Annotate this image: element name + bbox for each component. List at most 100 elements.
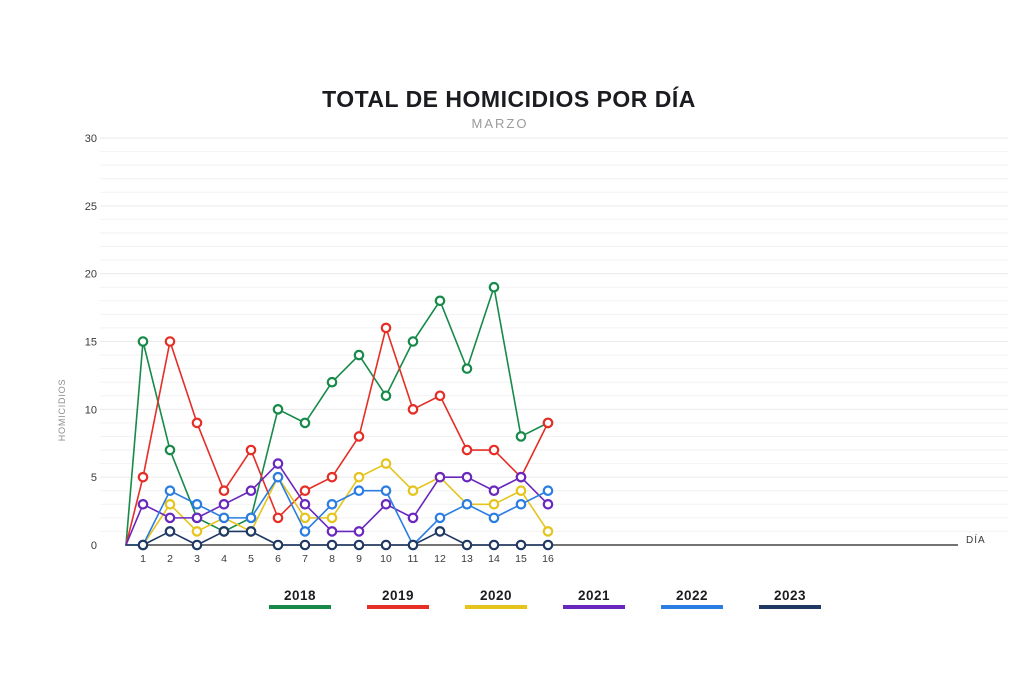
data-point-2022-day12 — [434, 512, 446, 524]
legend-item-2021: 2021 — [563, 588, 625, 609]
data-point-2019-day6 — [272, 512, 284, 524]
data-point-2018-day6 — [272, 404, 284, 415]
data-point-2019-day7 — [299, 485, 311, 497]
data-point-2023-day5 — [245, 526, 257, 537]
y-tick-label: 10 — [85, 404, 97, 416]
data-point-2020-day8 — [326, 512, 338, 524]
x-tick-label: 2 — [167, 553, 173, 565]
data-point-2023-day11 — [407, 539, 419, 551]
x-tick-label: 13 — [461, 553, 473, 565]
legend-item-2019: 2019 — [367, 588, 429, 609]
data-point-2019-day10 — [380, 322, 392, 334]
x-tick-label: 9 — [356, 553, 362, 565]
y-tick-label: 5 — [91, 472, 97, 484]
data-point-2018-day12 — [434, 295, 446, 307]
x-tick-label: 1 — [140, 553, 146, 565]
data-point-2023-day12 — [434, 526, 446, 537]
x-tick-label: 11 — [408, 553, 419, 565]
x-tick-label: 14 — [488, 553, 500, 565]
data-point-2021-day7 — [299, 498, 311, 510]
data-point-2021-day4 — [218, 498, 230, 510]
data-point-2022-day14 — [488, 512, 500, 524]
data-point-2020-day3 — [191, 526, 203, 537]
series-line-2018 — [125, 286, 549, 546]
legend-color-swatch-2021 — [563, 605, 625, 609]
data-point-2018-day9 — [353, 349, 365, 361]
data-point-2022-day13 — [461, 498, 473, 510]
data-point-2018-day15 — [515, 431, 527, 442]
data-point-2018-day14 — [488, 281, 500, 293]
legend-label-2021: 2021 — [577, 588, 611, 603]
chart-subtitle: MARZO — [471, 116, 529, 131]
legend-label-2020: 2020 — [479, 588, 513, 603]
data-point-2021-day9 — [353, 526, 365, 537]
data-point-2022-day8 — [326, 498, 338, 510]
data-point-2022-day3 — [191, 498, 203, 510]
data-point-2021-day1 — [137, 498, 149, 510]
data-point-2023-day15 — [515, 539, 527, 551]
data-point-2019-day11 — [407, 404, 419, 415]
y-tick-label: 30 — [85, 133, 97, 145]
x-tick-label: 3 — [194, 553, 200, 565]
data-point-2018-day10 — [380, 390, 392, 402]
data-point-2023-day10 — [380, 539, 392, 551]
data-point-2023-day3 — [191, 539, 203, 551]
data-point-2019-day3 — [191, 417, 203, 429]
legend-item-2020: 2020 — [465, 588, 527, 609]
x-tick-label: 12 — [434, 553, 446, 565]
data-point-2018-day8 — [326, 376, 338, 388]
data-point-2021-day6 — [272, 458, 284, 469]
data-point-2021-day2 — [164, 512, 176, 524]
y-tick-label: 15 — [85, 337, 97, 349]
data-point-2023-day7 — [299, 539, 311, 551]
legend-label-2018: 2018 — [283, 588, 317, 603]
data-point-2021-day13 — [461, 471, 473, 483]
x-tick-label: 4 — [221, 553, 227, 565]
legend-color-swatch-2018 — [269, 605, 331, 609]
data-point-2019-day13 — [461, 444, 473, 456]
data-point-2021-day11 — [407, 512, 419, 524]
x-tick-label: 7 — [302, 553, 308, 565]
legend-label-2022: 2022 — [675, 588, 709, 603]
y-tick-label: 25 — [85, 201, 97, 213]
data-point-2020-day15 — [515, 485, 527, 497]
data-point-2021-day12 — [434, 471, 446, 483]
data-point-2022-day6 — [272, 471, 284, 483]
data-point-2021-day8 — [326, 526, 338, 537]
data-point-2023-day16 — [542, 539, 554, 551]
data-point-2020-day2 — [164, 498, 176, 510]
data-point-2019-day14 — [488, 444, 500, 456]
data-point-2022-day2 — [164, 485, 176, 497]
data-point-2022-day15 — [515, 498, 527, 510]
data-point-2019-day12 — [434, 390, 446, 402]
data-point-2021-day15 — [515, 471, 527, 483]
data-point-2022-day16 — [542, 485, 554, 497]
legend-label-2023: 2023 — [773, 588, 807, 603]
data-point-2019-day1 — [137, 471, 149, 483]
data-point-2019-day5 — [245, 444, 257, 456]
chart-title: TOTAL DE HOMICIDIOS POR DÍA — [322, 86, 696, 112]
data-point-2019-day2 — [164, 336, 176, 347]
data-point-2018-day13 — [461, 363, 473, 374]
legend-label-2019: 2019 — [381, 588, 415, 603]
data-point-2019-day16 — [542, 417, 554, 429]
data-point-2020-day10 — [380, 458, 392, 469]
data-point-2023-day14 — [488, 539, 500, 551]
data-point-2021-day5 — [245, 485, 257, 497]
y-tick-label: 0 — [91, 540, 97, 552]
data-point-2023-day13 — [461, 539, 473, 551]
data-point-2018-day2 — [164, 444, 176, 456]
data-point-2022-day9 — [353, 485, 365, 497]
x-tick-label: 15 — [515, 553, 527, 565]
data-point-2019-day8 — [326, 471, 338, 483]
data-point-2020-day16 — [542, 526, 554, 537]
x-tick-label: 10 — [380, 553, 392, 565]
data-point-2022-day5 — [245, 512, 257, 524]
data-point-2019-day9 — [353, 431, 365, 442]
data-point-2020-day9 — [353, 471, 365, 483]
legend-item-2022: 2022 — [661, 588, 723, 609]
data-point-2019-day4 — [218, 485, 230, 497]
legend-color-swatch-2022 — [661, 605, 723, 609]
data-point-2018-day7 — [299, 417, 311, 429]
